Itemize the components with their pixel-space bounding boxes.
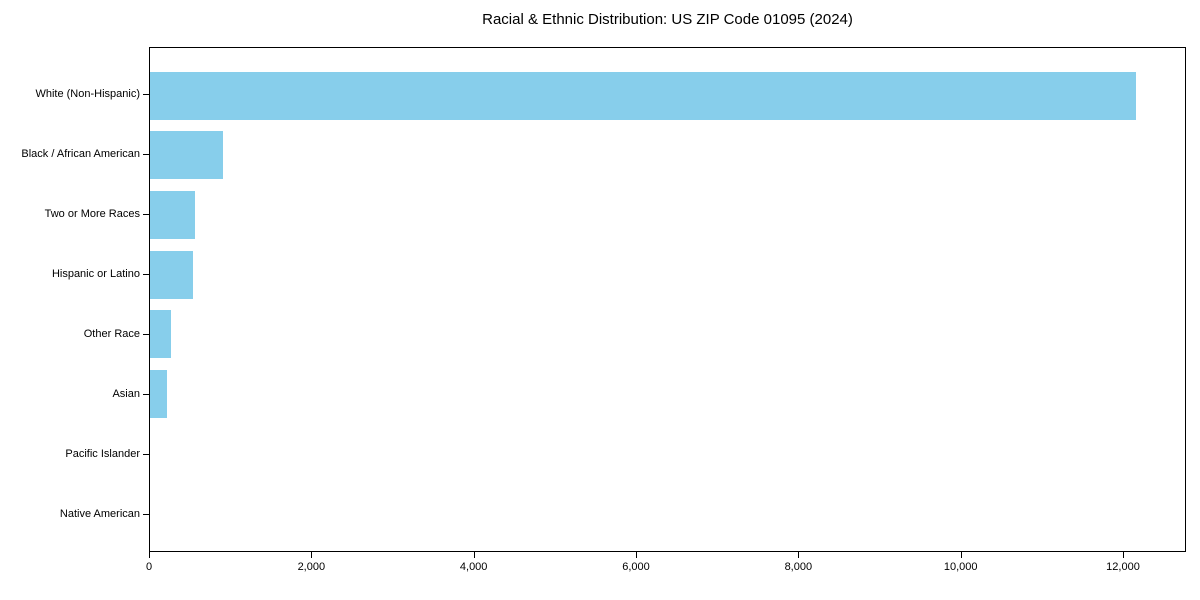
x-tick-mark — [960, 552, 962, 558]
y-tick-row: Two or More Races — [0, 185, 149, 245]
bar-row — [150, 126, 1185, 186]
chart-title: Racial & Ethnic Distribution: US ZIP Cod… — [482, 11, 853, 28]
y-tick-label: Two or More Races — [44, 208, 140, 221]
y-tick-label: Other Race — [83, 327, 140, 340]
x-tick-mark — [149, 552, 150, 558]
x-axis: 0 2,000 4,000 6,000 8,000 10,000 12,000 — [145, 552, 1186, 584]
y-tick-mark — [143, 274, 149, 276]
x-tick-mark — [798, 552, 800, 558]
bar-row — [150, 185, 1185, 245]
x-tick-mark — [473, 552, 475, 558]
y-tick-label: Black / African American — [21, 148, 140, 161]
y-tick-label: Native American — [59, 507, 140, 520]
plot-area — [149, 47, 1186, 552]
bar-row — [150, 483, 1185, 543]
y-tick-mark — [143, 154, 149, 156]
y-tick-mark — [143, 513, 149, 515]
bar — [150, 71, 1136, 120]
x-tick-label: 0 — [145, 561, 153, 573]
x-tick-label: 8,000 — [784, 561, 813, 573]
bar-row — [150, 364, 1185, 424]
y-tick-mark — [143, 333, 149, 335]
bar — [150, 369, 167, 418]
y-tick-label: White (Non-Hispanic) — [35, 88, 140, 101]
y-tick-row: Native American — [0, 484, 149, 544]
y-tick-row: White (Non-Hispanic) — [0, 65, 149, 125]
x-tick-mark — [636, 552, 637, 558]
x-tick-label: 4,000 — [459, 561, 488, 573]
y-axis-labels: White (Non-Hispanic) Black / African Amer… — [0, 47, 149, 552]
y-tick-row: Other Race — [0, 305, 149, 365]
y-tick-mark — [143, 214, 149, 216]
bar-row — [150, 66, 1185, 126]
bar-row — [150, 305, 1185, 365]
y-tick-row: Asian — [0, 364, 149, 424]
x-tick-label: 12,000 — [1106, 561, 1140, 573]
y-tick-label: Asian — [112, 387, 140, 400]
y-tick-row: Black / African American — [0, 125, 149, 185]
y-tick-mark — [143, 453, 149, 455]
y-tick-label: Pacific Islander — [65, 447, 140, 460]
y-tick-row: Pacific Islander — [0, 424, 149, 484]
bar-row — [150, 424, 1185, 484]
y-tick-mark — [143, 393, 149, 395]
bar — [150, 191, 196, 240]
x-tick-label: 2,000 — [297, 561, 326, 573]
x-tick-label: 10,000 — [943, 561, 978, 573]
y-tick-row: Hispanic or Latino — [0, 245, 149, 305]
y-tick-mark — [143, 94, 149, 96]
bar — [150, 250, 193, 299]
x-tick-label: 6,000 — [622, 561, 650, 573]
x-tick-mark — [1123, 552, 1124, 558]
y-tick-label: Hispanic or Latino — [51, 268, 140, 281]
bar — [150, 310, 171, 359]
bar — [150, 131, 223, 180]
bar-row — [150, 245, 1185, 305]
x-tick-mark — [311, 552, 313, 558]
